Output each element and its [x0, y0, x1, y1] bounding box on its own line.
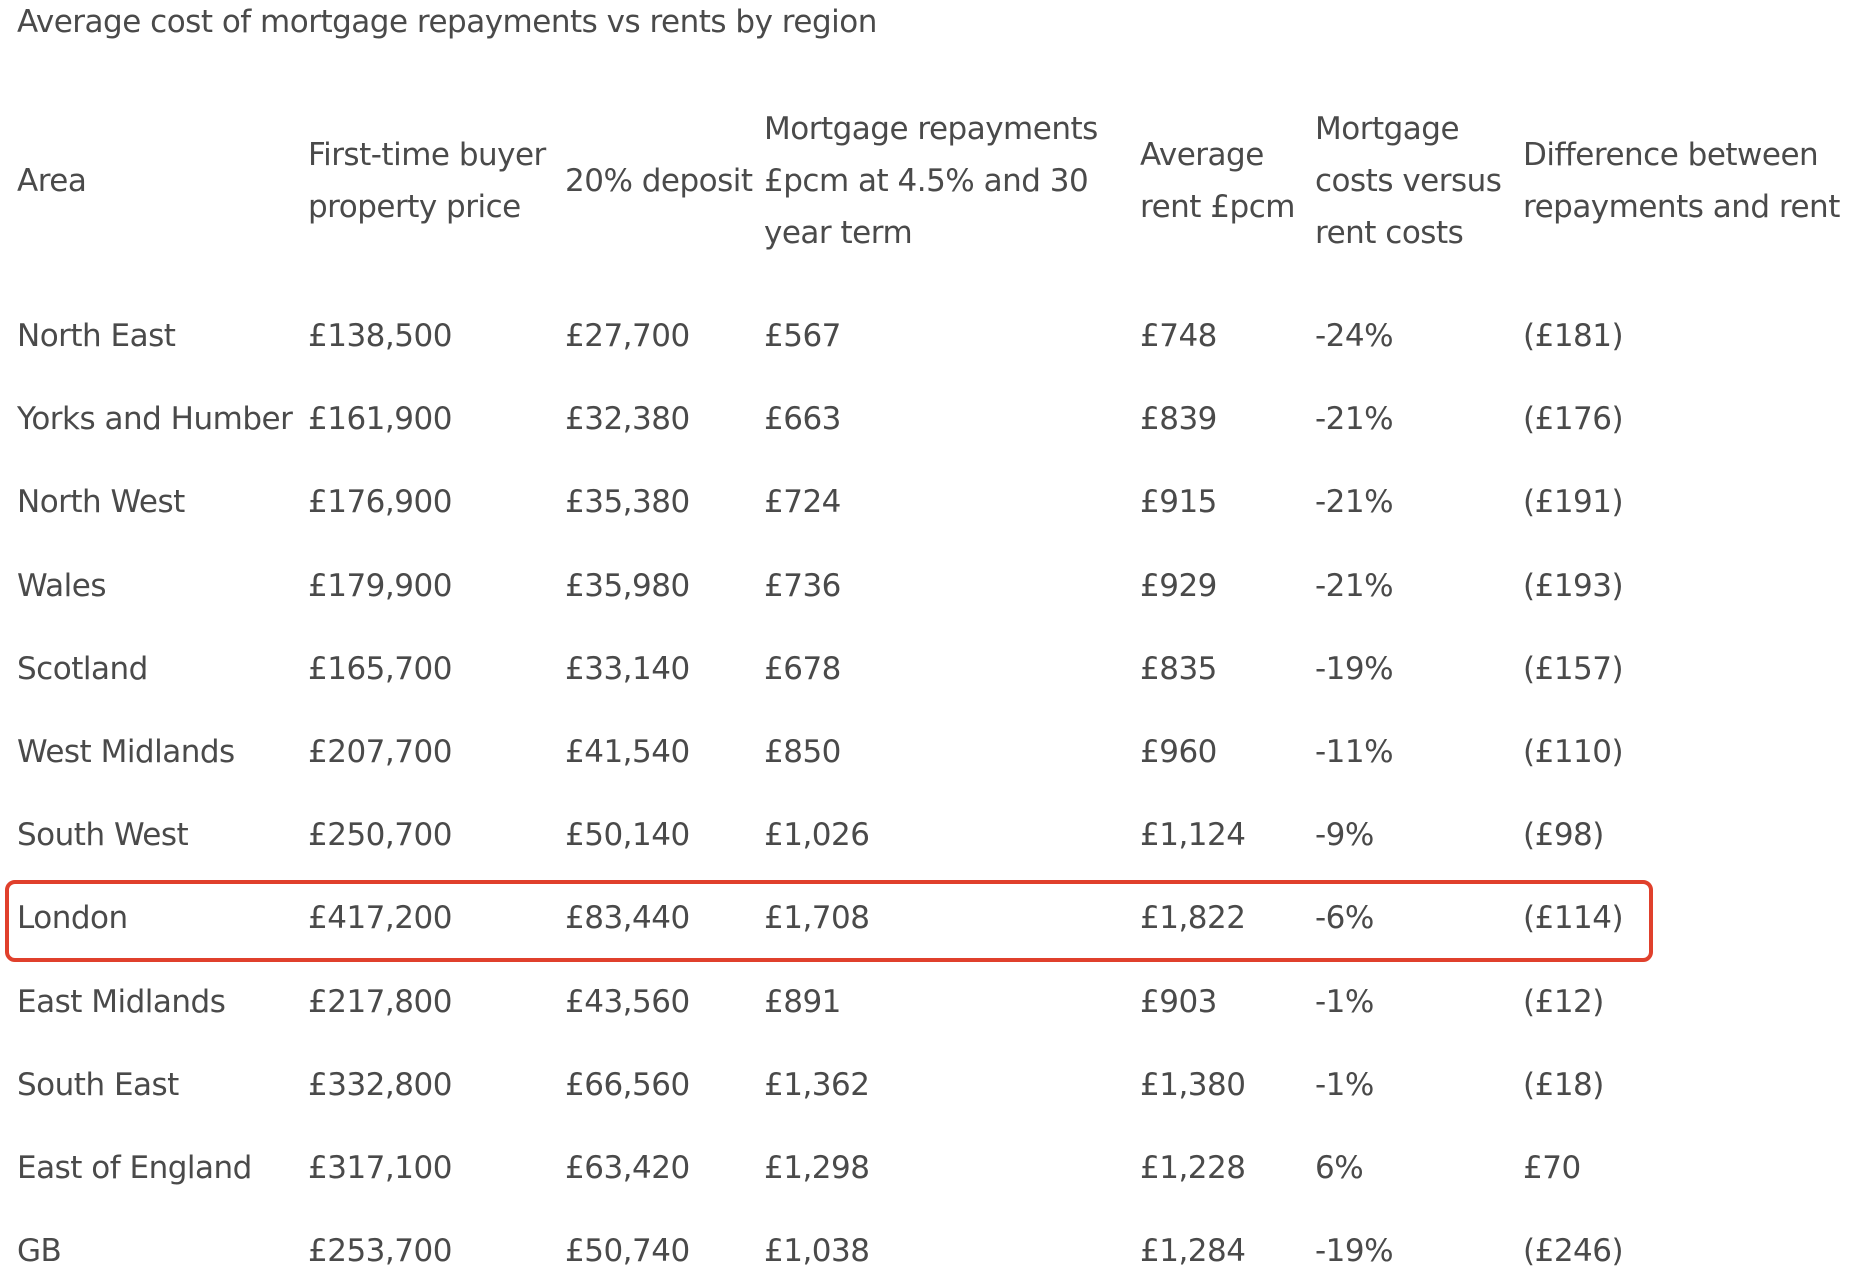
table-cell: North West	[17, 484, 185, 521]
table-cell: GB	[17, 1233, 62, 1270]
table-cell: £63,420	[565, 1150, 690, 1186]
table-cell: -1%	[1315, 983, 1374, 1020]
table-cell: -21%	[1315, 567, 1394, 604]
table-cell: £850	[764, 734, 841, 770]
table-cell: £165,700	[308, 650, 452, 687]
table-cell: £736	[764, 567, 841, 604]
table-cell: -9%	[1315, 817, 1374, 854]
table-cell: £41,540	[565, 734, 690, 770]
table-cell: -6%	[1315, 900, 1374, 937]
table-cell: £35,980	[565, 567, 690, 604]
table-cell: £1,038	[764, 1233, 870, 1270]
column-header: Mortgage costs versus rent costs	[1315, 111, 1502, 251]
table-cell: £83,440	[565, 900, 690, 937]
table-cell: £217,800	[308, 983, 452, 1020]
table-cell: £678	[764, 650, 841, 687]
table-cell: (£110)	[1523, 734, 1624, 770]
table-cell: 6%	[1315, 1150, 1364, 1186]
table-cell: (£114)	[1523, 900, 1624, 937]
table-cell: £1,228	[1140, 1150, 1246, 1186]
table-cell: (£18)	[1523, 1066, 1604, 1103]
table-cell: £161,900	[308, 401, 452, 438]
table-cell: £179,900	[308, 567, 452, 604]
table-cell: £1,026	[764, 817, 870, 854]
table-cell: £207,700	[308, 734, 452, 770]
table-cell: £960	[1140, 734, 1217, 770]
table-cell: (£98)	[1523, 817, 1604, 854]
table-cell: (£12)	[1523, 983, 1604, 1020]
column-header: Mortgage repayments £pcm at 4.5% and 30 …	[764, 111, 1098, 251]
table-cell: -1%	[1315, 1066, 1374, 1103]
table-cell: £663	[764, 401, 841, 438]
table-cell: -11%	[1315, 734, 1394, 770]
table-cell: -24%	[1315, 318, 1394, 354]
table-cell: £1,380	[1140, 1066, 1246, 1103]
table-cell: £903	[1140, 983, 1217, 1020]
column-header: Area	[17, 163, 87, 199]
table-cell: (£157)	[1523, 650, 1624, 687]
table-cell: -21%	[1315, 484, 1394, 521]
table-cell: -19%	[1315, 650, 1394, 687]
table-cell: Yorks and Humber	[17, 401, 293, 438]
column-header: Difference between repayments and rent	[1523, 137, 1840, 225]
table-cell: £1,284	[1140, 1233, 1246, 1270]
table-title: Average cost of mortgage repayments vs r…	[17, 4, 877, 40]
table-cell: £33,140	[565, 650, 690, 687]
table-cell: (£193)	[1523, 567, 1624, 604]
table-cell: £50,740	[565, 1233, 690, 1270]
table-cell: £1,822	[1140, 900, 1246, 937]
table-cell: £1,708	[764, 900, 870, 937]
column-header: First-time buyer property price	[308, 137, 546, 225]
table-cell: £915	[1140, 484, 1217, 521]
table-cell: £70	[1523, 1150, 1581, 1186]
table-cell: Wales	[17, 567, 107, 604]
table-cell: London	[17, 900, 128, 937]
table-cell: Scotland	[17, 650, 148, 687]
table-cell: South West	[17, 817, 189, 854]
table-cell: £567	[764, 318, 841, 354]
table-cell: East Midlands	[17, 983, 226, 1020]
table-cell: £929	[1140, 567, 1217, 604]
table-cell: West Midlands	[17, 734, 235, 770]
table-cell: £835	[1140, 650, 1217, 687]
table-cell: (£246)	[1523, 1233, 1624, 1270]
table-cell: £32,380	[565, 401, 690, 438]
table-cell: £253,700	[308, 1233, 452, 1270]
table-cell: £839	[1140, 401, 1217, 438]
column-header: 20% deposit	[565, 163, 753, 199]
table-cell: £1,362	[764, 1066, 870, 1103]
table-cell: £35,380	[565, 484, 690, 521]
table-cell: £43,560	[565, 983, 690, 1020]
table-cell: £417,200	[308, 900, 452, 937]
column-header: Average rent £pcm	[1140, 137, 1295, 225]
table-cell: £66,560	[565, 1066, 690, 1103]
table-cell: East of England	[17, 1150, 252, 1186]
table-cell: -19%	[1315, 1233, 1394, 1270]
table-cell: £138,500	[308, 318, 452, 354]
table-cell: (£181)	[1523, 318, 1624, 354]
table-cell: £332,800	[308, 1066, 452, 1103]
table-cell: South East	[17, 1066, 179, 1103]
table-cell: £250,700	[308, 817, 452, 854]
table-cell: £724	[764, 484, 841, 521]
table-cell: £176,900	[308, 484, 452, 521]
table-cell: -21%	[1315, 401, 1394, 438]
table-cell: (£191)	[1523, 484, 1624, 521]
table-cell: £1,124	[1140, 817, 1246, 854]
table-cell: £748	[1140, 318, 1217, 354]
table-cell: £27,700	[565, 318, 690, 354]
table-cell: £891	[764, 983, 841, 1020]
table-cell: £50,140	[565, 817, 690, 854]
highlight-box	[5, 880, 1653, 962]
table-cell: North East	[17, 318, 176, 354]
table-cell: £1,298	[764, 1150, 870, 1186]
table-cell: (£176)	[1523, 401, 1624, 438]
table-cell: £317,100	[308, 1150, 452, 1186]
